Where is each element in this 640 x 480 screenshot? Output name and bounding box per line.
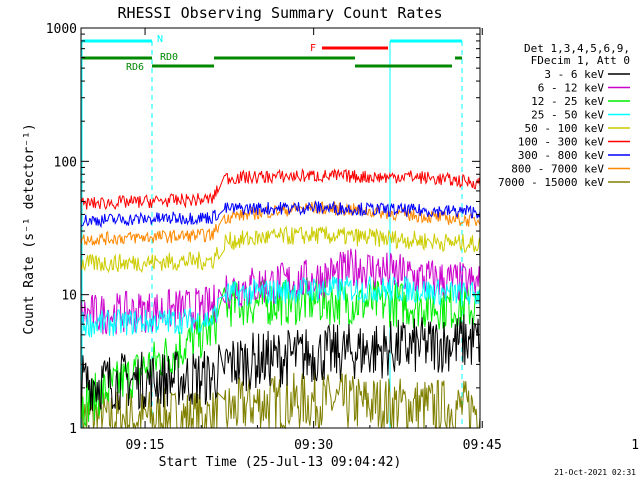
series-line [80, 314, 481, 412]
x-axis-label: Start Time (25-Jul-13 09:04:42) [159, 455, 402, 470]
series-line [80, 275, 481, 339]
annotation-rd6: RD6 [126, 62, 144, 73]
y-tick-label: 10 [61, 289, 77, 304]
y-ticks: 1000 100 10 1 [46, 22, 480, 437]
series-line [80, 200, 481, 229]
x-tick-label: 10:00 [631, 438, 640, 453]
legend-header-2: FDecim 1, Att 0 [531, 54, 630, 67]
y-tick-label: 100 [54, 155, 77, 170]
legend-label: 25 - 50 keV [531, 109, 604, 122]
attenuator-bars [82, 46, 462, 68]
series-line [80, 371, 481, 430]
series-line [80, 200, 481, 247]
series-line [80, 248, 481, 335]
y-tick-label: 1000 [46, 22, 77, 37]
y-axis-label: Count Rate (s⁻¹ detector⁻¹) [22, 123, 37, 334]
legend-label: 3 - 6 keV [544, 68, 604, 81]
legend-label: 12 - 25 keV [531, 95, 604, 108]
annotation-flare: F [310, 43, 316, 54]
chart-title: RHESSI Observing Summary Count Rates [117, 4, 442, 22]
annotation-rd0: RD0 [160, 52, 178, 63]
y-tick-label: 1 [69, 422, 77, 437]
series-line [80, 225, 481, 274]
x-tick-label: 09:15 [125, 438, 164, 453]
series-line [80, 168, 481, 210]
legend-label: 7000 - 15000 keV [498, 176, 604, 189]
legend-label: 6 - 12 keV [538, 82, 605, 95]
annotation-night: N [157, 34, 163, 45]
legend-label: 50 - 100 keV [525, 122, 605, 135]
legend-label: 800 - 7000 keV [511, 163, 604, 176]
x-tick-label: 09:45 [463, 438, 502, 453]
legend-label: 300 - 800 keV [518, 149, 604, 162]
x-tick-label: 09:30 [294, 438, 333, 453]
legend-label: 100 - 300 keV [518, 136, 604, 149]
legend-header-1: Det 1,3,4,5,6,9, [524, 42, 630, 55]
series-lines [80, 168, 481, 430]
plot-frame [80, 27, 481, 429]
timestamp: 21-Oct-2021 02:31 [554, 468, 636, 477]
